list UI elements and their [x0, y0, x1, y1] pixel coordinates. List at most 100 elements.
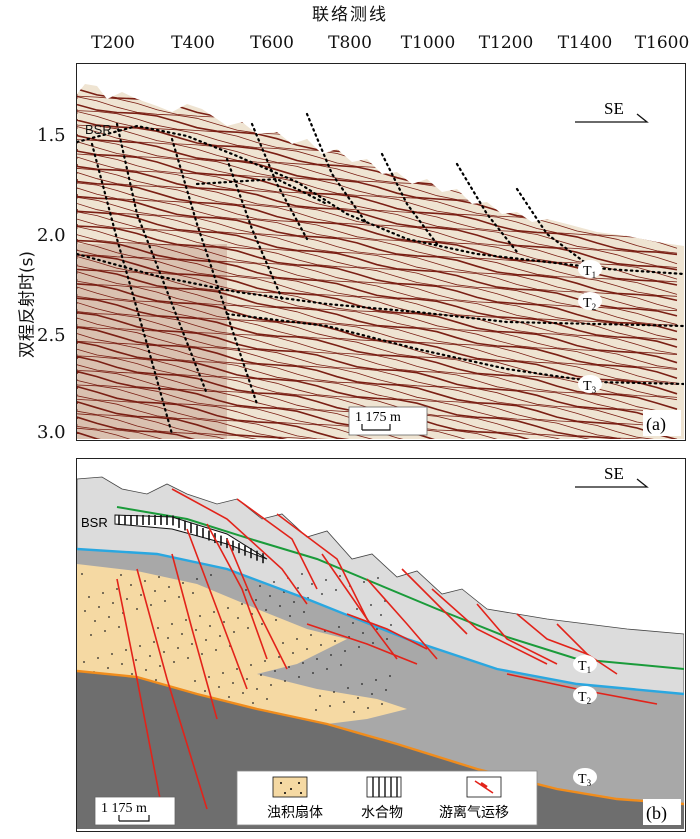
turbidite-dot: [279, 605, 281, 607]
turbidite-dot: [173, 661, 175, 663]
turbidite-dot: [312, 672, 314, 674]
seismic-reflector: [77, 194, 678, 302]
turbidite-dot: [90, 634, 92, 636]
turbidite-dot: [306, 648, 308, 650]
turbidite-dot: [219, 635, 221, 637]
turbidite-dot: [385, 689, 387, 691]
turbidite-dot: [278, 656, 280, 658]
trace-tick: T200: [91, 33, 135, 53]
turbidite-dot: [361, 683, 363, 685]
turbidite-dot: [223, 621, 225, 623]
seismic-reflector: [77, 311, 678, 426]
horizon-t3-line: [77, 669, 684, 806]
turbidite-dot: [242, 692, 244, 694]
turbidite-dot: [250, 664, 252, 666]
turbidite-dot: [352, 622, 354, 624]
se-direction-indicator-b: SE: [575, 464, 649, 488]
turbidite-dot: [245, 589, 247, 591]
turbidite-dot: [88, 596, 90, 598]
turbidite-dot: [121, 663, 123, 665]
seismic-reflector: [77, 279, 678, 385]
se-direction-indicator: SE: [575, 99, 649, 123]
seismic-reflector: [77, 416, 678, 439]
turbidite-dot: [168, 586, 170, 588]
trace-tick: T1400: [557, 33, 613, 53]
horizon-t2-line: [77, 547, 684, 696]
legend-gas-migration-icon: [466, 776, 502, 798]
seismic-reflector: [77, 413, 678, 439]
faults: [116, 488, 658, 810]
turbidite-dot: [298, 676, 300, 678]
bsr-label-b: BSR: [81, 515, 108, 530]
seismic-reflector: [77, 171, 678, 283]
seismic-reflector: [77, 149, 678, 256]
turbidite-dot: [370, 604, 372, 606]
turbidite-dot: [163, 651, 165, 653]
seismic-reflector: [77, 348, 678, 439]
seismic-reflector: [77, 384, 678, 439]
turbidite-dot: [310, 634, 312, 636]
seismic-reflector: [77, 326, 678, 439]
turbidite-dot: [261, 623, 263, 625]
trace-tick: T1600: [634, 33, 690, 53]
turbidite-dot: [292, 652, 294, 654]
turbidite-dot: [120, 574, 122, 576]
turbidite-dot: [264, 660, 266, 662]
seismic-reflector: [77, 271, 678, 384]
seismic-section-panel: BSR T1 T2 T3 SE 1 175 m (a): [76, 63, 686, 441]
turbidite-dot: [178, 596, 180, 598]
turbidite-dot: [84, 610, 86, 612]
svg-text:(b): (b): [646, 803, 667, 824]
turbidite-dot: [185, 619, 187, 621]
turbidite-dot: [282, 642, 284, 644]
turbidite-dot: [102, 592, 104, 594]
horizon-tag-t2: T2: [578, 292, 602, 312]
turbidite-dot: [112, 602, 114, 604]
turbidite-dot: [209, 625, 211, 627]
turbidite-dot: [192, 592, 194, 594]
turbidite-dot: [140, 594, 142, 596]
turbidite-dot: [236, 668, 238, 670]
time-tick: 1.5: [37, 125, 66, 146]
turbidite-dot: [289, 615, 291, 617]
turbidite-dot: [381, 703, 383, 705]
turbidite-dot: [164, 600, 166, 602]
turbidite-dot: [144, 580, 146, 582]
turbidite-dot: [98, 606, 100, 608]
bsr-label: BSR: [85, 122, 112, 137]
turbidite-dot: [386, 638, 388, 640]
turbidite-dot: [297, 587, 299, 589]
turbidite-dot: [333, 691, 335, 693]
seismic-reflector: [77, 179, 678, 286]
turbidite-dot: [252, 702, 254, 704]
turbidite-dot: [135, 659, 137, 661]
turbidite-dot: [241, 603, 243, 605]
seismic-reflector: [77, 202, 678, 312]
panel-b-label: (b): [643, 799, 681, 825]
turbidite-dot: [150, 604, 152, 606]
turbidite-dot: [371, 693, 373, 695]
time-tick: 3.0: [37, 422, 66, 443]
turbidite-dot: [182, 582, 184, 584]
seismic-reflector: [77, 409, 678, 439]
turbidite-dot: [205, 639, 207, 641]
turbidite-dot: [181, 633, 183, 635]
seismic-reflector: [77, 182, 678, 295]
seismic-reflector: [77, 394, 678, 439]
turbidite-dot: [339, 575, 341, 577]
seismic-reflector: [77, 301, 678, 413]
turbidite-dot: [273, 581, 275, 583]
horizon-tag-t3: T3: [578, 375, 602, 395]
turbidite-dot: [320, 644, 322, 646]
legend-turbidite-swatch: [272, 776, 308, 798]
turbidite-dot: [356, 608, 358, 610]
turbidite-dot: [94, 620, 96, 622]
trace-tick: T1200: [478, 33, 534, 53]
turbidite-dot: [259, 585, 261, 587]
seismic-reflector: [77, 240, 678, 355]
seismic-reflector: [77, 226, 678, 340]
turbidite-dot: [357, 697, 359, 699]
scale-bar-b: 1 175 m: [94, 796, 176, 826]
top-axis-title: 联络测线: [312, 5, 388, 25]
turbidite-dot: [325, 579, 327, 581]
